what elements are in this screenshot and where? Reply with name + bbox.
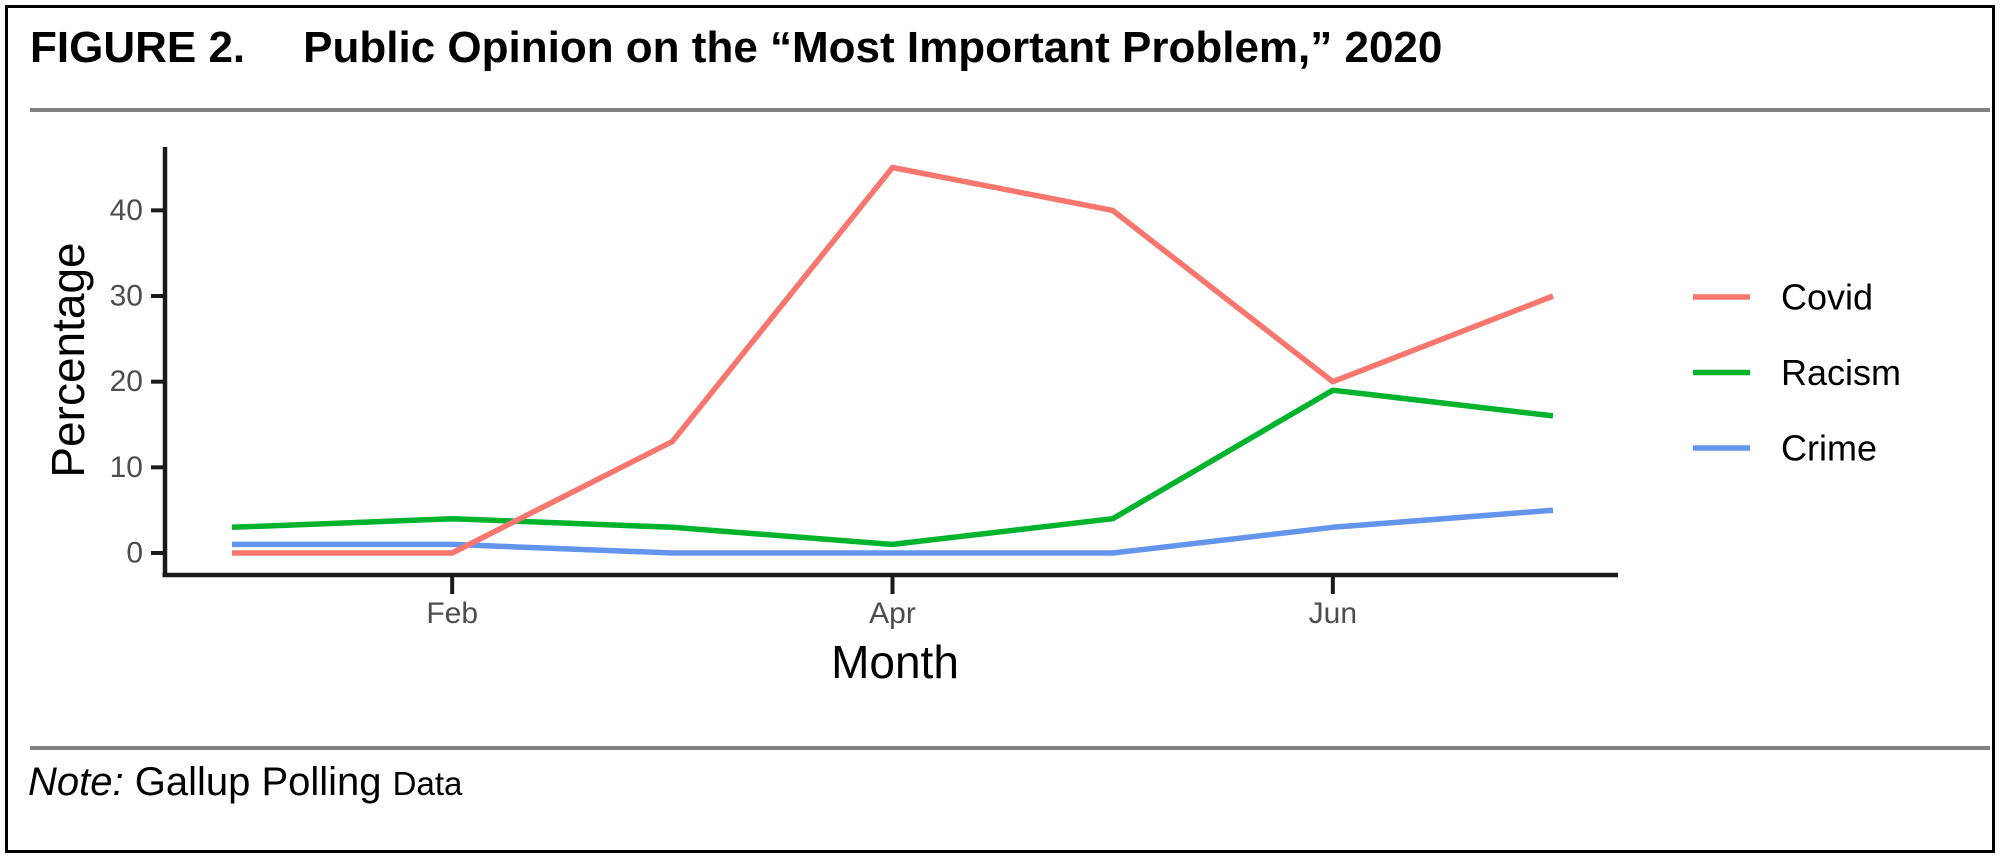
- note-suffix: Data: [392, 765, 463, 802]
- y-axis-title: Percentage: [42, 242, 94, 477]
- bottom-separator-rule: [30, 746, 1990, 750]
- line-chart: 0 10 20 30 40 Feb Apr Jun Month Percentage Covid Ra…: [42, 147, 1901, 688]
- y-tick-label: 0: [126, 537, 143, 570]
- source-note: Note: Gallup Polling Data: [28, 760, 462, 805]
- y-tick-label: 10: [110, 451, 143, 484]
- x-tick-label: Jun: [1309, 597, 1357, 630]
- x-tick-label: Apr: [869, 597, 916, 630]
- series-line-covid: [232, 164, 1554, 556]
- figure-number-label: FIGURE 2.: [30, 23, 246, 72]
- x-axis-title: Month: [831, 636, 959, 688]
- legend-label-covid: Covid: [1781, 277, 1873, 318]
- y-tick-label: 40: [110, 194, 143, 227]
- legend-label-racism: Racism: [1781, 352, 1901, 393]
- x-tick-label: Feb: [426, 597, 478, 630]
- legend-label-crime: Crime: [1781, 428, 1877, 469]
- note-prefix: Note:: [28, 760, 124, 804]
- top-separator-rule: [30, 108, 1990, 112]
- y-tick-label: 30: [110, 280, 143, 313]
- series-line-crime: [232, 507, 1554, 556]
- y-tick-label: 20: [110, 365, 143, 398]
- figure-title-text: Public Opinion on the “Most Important Pr…: [303, 23, 1443, 72]
- note-body: Gallup Polling: [123, 760, 393, 804]
- figure-title: FIGURE 2. Public Opinion on the “Most Imp…: [30, 26, 1442, 70]
- chart-area: 0 10 20 30 40 Feb Apr Jun Month Percentage Covid Ra…: [0, 120, 2000, 720]
- series-line-racism: [231, 387, 1554, 548]
